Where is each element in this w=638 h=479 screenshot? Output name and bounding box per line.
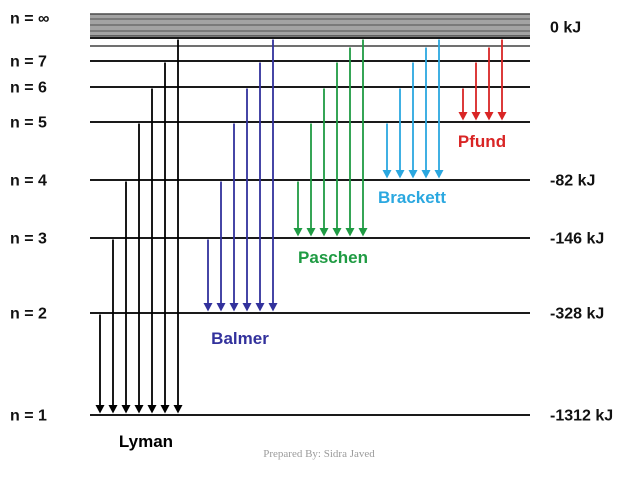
- level-label-ninf: n = ∞: [10, 11, 49, 28]
- level-label-n6: n = 6: [10, 80, 47, 97]
- level-label-n3: n = 3: [10, 231, 47, 248]
- footer-credit: Prepared By: Sidra Javed: [263, 448, 375, 460]
- series-label-balmer: Balmer: [211, 329, 269, 348]
- balmer-arrowhead: [242, 303, 252, 312]
- paschen-arrowhead: [358, 228, 368, 237]
- lyman-arrowhead: [121, 405, 131, 414]
- paschen-arrowhead: [319, 228, 329, 237]
- energy-label-n4: -82 kJ: [550, 173, 595, 190]
- lyman-arrowhead: [147, 405, 157, 414]
- level-label-n7: n = 7: [10, 54, 47, 71]
- pfund-arrowhead: [458, 112, 468, 121]
- energy-label-ninf: 0 kJ: [550, 20, 581, 37]
- series-label-pfund: Pfund: [458, 132, 506, 151]
- balmer-arrowhead: [203, 303, 213, 312]
- level-label-n4: n = 4: [10, 173, 47, 190]
- lyman-arrowhead: [160, 405, 170, 414]
- brackett-arrowhead: [395, 170, 405, 179]
- series-label-paschen: Paschen: [298, 248, 368, 267]
- lyman-arrowhead: [134, 405, 144, 414]
- energy-label-n2: -328 kJ: [550, 306, 604, 323]
- brackett-arrowhead: [382, 170, 392, 179]
- lyman-arrowhead: [173, 405, 183, 414]
- paschen-arrowhead: [306, 228, 316, 237]
- paschen-arrowhead: [332, 228, 342, 237]
- balmer-arrowhead: [229, 303, 239, 312]
- balmer-arrowhead: [255, 303, 265, 312]
- balmer-arrowhead: [216, 303, 226, 312]
- level-label-n2: n = 2: [10, 306, 47, 323]
- lyman-arrowhead: [95, 405, 105, 414]
- energy-label-n3: -146 kJ: [550, 231, 604, 248]
- brackett-arrowhead: [434, 170, 444, 179]
- pfund-arrowhead: [497, 112, 507, 121]
- series-label-brackett: Brackett: [378, 188, 446, 207]
- lyman-arrowhead: [108, 405, 118, 414]
- level-label-n1: n = 1: [10, 408, 47, 425]
- pfund-arrowhead: [471, 112, 481, 121]
- balmer-arrowhead: [268, 303, 278, 312]
- paschen-arrowhead: [293, 228, 303, 237]
- level-label-n5: n = 5: [10, 115, 47, 132]
- series-label-lyman: Lyman: [119, 432, 173, 451]
- pfund-arrowhead: [484, 112, 494, 121]
- brackett-arrowhead: [421, 170, 431, 179]
- energy-label-n1: -1312 kJ: [550, 408, 613, 425]
- paschen-arrowhead: [345, 228, 355, 237]
- brackett-arrowhead: [408, 170, 418, 179]
